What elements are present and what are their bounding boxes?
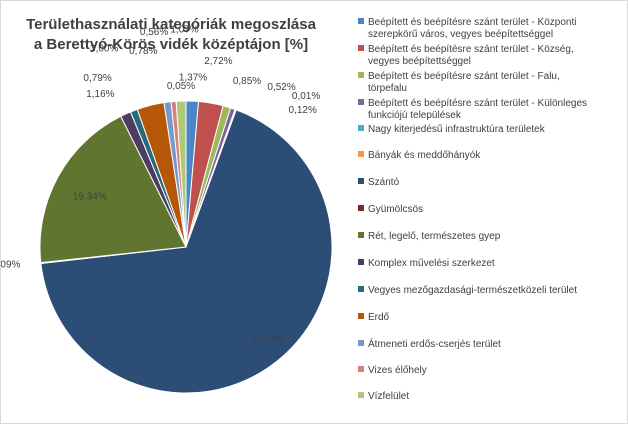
chart-title-line-1: Területhasználati kategóriák megoszlása (26, 16, 316, 33)
pie-extra-label-1: 0,05% (167, 81, 195, 92)
legend-swatch-4 (358, 99, 364, 105)
legend-label-12-line-1: Erdő (368, 312, 390, 323)
legend-label-10-line-1: Komplex művelési szerkezet (368, 258, 495, 269)
legend-label-4-line-2: funkciójú települések (368, 110, 462, 121)
legend-swatch-10 (358, 259, 364, 265)
pie-data-label-13: 0,78% (129, 46, 157, 57)
chart-title-line-2: a Berettyó-Körös vidék középtájon [%] (34, 36, 308, 53)
legend-item-6: Bányák és meddőhányók (358, 150, 481, 161)
legend-label-4-line-1: Beépített és beépítésre szánt terület - … (368, 98, 587, 109)
legend-label-15-line-1: Vízfelület (368, 391, 409, 402)
legend-label-1-line-2: szerepkörű város, vegyes beépítettséggel (368, 29, 553, 40)
pie-data-label-7: 67,58% (252, 335, 286, 346)
legend-label-11-line-1: Vegyes mezőgazdasági-természetközeli ter… (368, 285, 577, 296)
legend-swatch-12 (358, 313, 364, 319)
legend-item-2: Beépített és beépítésre szánt terület - … (358, 44, 574, 67)
legend-item-7: Szántó (358, 177, 400, 188)
legend-label-1-line-1: Beépített és beépítésre szánt terület - … (368, 17, 576, 28)
legend-label-2-line-1: Beépített és beépítésre szánt terület - … (368, 44, 574, 55)
legend: Beépített és beépítésre szánt terület - … (358, 17, 587, 402)
pie-data-label-6: 0,12% (289, 105, 317, 116)
legend-label-7-line-1: Szántó (368, 177, 400, 188)
pie-slice-15 (175, 100, 187, 248)
pie-data-label-1: 1,37% (179, 73, 207, 84)
legend-swatch-2 (358, 45, 364, 51)
legend-swatch-1 (358, 18, 364, 24)
pie-data-label-4: 0,52% (267, 82, 295, 93)
legend-label-2-line-2: vegyes beépítettséggel (368, 56, 471, 67)
legend-item-13: Átmeneti erdős-cserjés terület (358, 337, 501, 350)
pie-data-label-8: 0,09% (1, 260, 21, 271)
pie-data-label-9: 19,34% (73, 192, 107, 203)
legend-item-5: Nagy kiterjedésű infrastruktúra területe… (358, 124, 546, 135)
pie-data-label-2: 2,72% (204, 56, 232, 67)
legend-item-14: Vizes élőhely (358, 365, 427, 376)
legend-item-1: Beépített és beépítésre szánt terület - … (358, 17, 576, 40)
pie-slice-7 (40, 109, 333, 394)
legend-item-11: Vegyes mezőgazdasági-természetközeli ter… (358, 285, 577, 296)
legend-label-9-line-1: Rét, legelő, természetes gyep (368, 231, 501, 242)
legend-swatch-5 (358, 125, 364, 131)
legend-swatch-6 (358, 151, 364, 157)
pie-data-label-3: 0,85% (233, 76, 261, 87)
pie-data-label-12: 3,00% (90, 43, 118, 54)
legend-label-13-line-1: Átmeneti erdős-cserjés terület (368, 337, 501, 350)
legend-label-6-line-1: Bányák és meddőhányók (368, 150, 481, 161)
legend-item-8: Gyümölcsös (358, 204, 423, 215)
pie-slice-9 (39, 115, 187, 264)
legend-swatch-11 (358, 286, 364, 292)
legend-item-9: Rét, legelő, természetes gyep (358, 231, 501, 242)
pie-data-label-5: 0,01% (292, 91, 320, 102)
legend-swatch-3 (358, 72, 364, 78)
pie-data-label-10: 1,16% (86, 89, 114, 100)
legend-swatch-8 (358, 205, 364, 211)
pie-data-label-11: 0,79% (83, 73, 111, 84)
legend-swatch-14 (358, 366, 364, 372)
legend-item-12: Erdő (358, 312, 390, 323)
legend-swatch-15 (358, 392, 364, 398)
legend-swatch-13 (358, 340, 364, 346)
legend-label-14-line-1: Vizes élőhely (368, 365, 427, 376)
legend-item-3: Beépített és beépítésre szánt terület - … (358, 71, 560, 94)
pie-data-labels: 1,37% 2,72%0,85% 0,52%0,01% 0,12% 67,58% 0,09… (1, 25, 320, 346)
pie-data-label-14: 0,56% (140, 27, 168, 38)
legend-swatch-9 (358, 232, 364, 238)
legend-item-4: Beépített és beépítésre szánt terület - … (358, 98, 587, 121)
legend-label-3-line-2: törpefalu (368, 83, 407, 94)
legend-label-3-line-1: Beépített és beépítésre szánt terület - … (368, 71, 560, 82)
pie-slices (39, 100, 333, 394)
legend-label-5-line-1: Nagy kiterjedésű infrastruktúra területe… (368, 124, 546, 135)
legend-label-8-line-1: Gyümölcsös (368, 204, 423, 215)
pie-data-label-15: 1,07% (170, 25, 198, 36)
legend-item-10: Komplex művelési szerkezet (358, 258, 495, 269)
legend-swatch-7 (358, 178, 364, 184)
legend-item-15: Vízfelület (358, 391, 409, 402)
